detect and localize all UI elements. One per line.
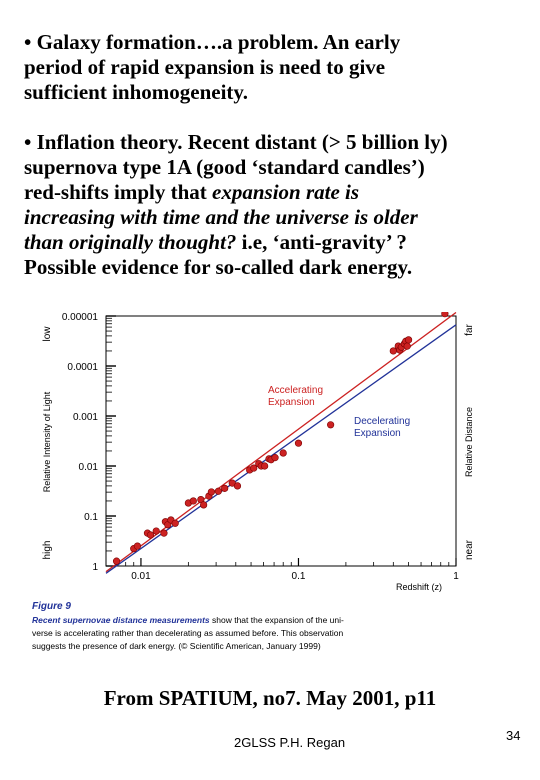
supernova-point (294, 439, 303, 447)
caption-title: Figure 9 (32, 601, 71, 612)
right-axis-top-word: far (464, 323, 472, 335)
caption-line3: suggests the presence of dark energy. (©… (32, 641, 321, 651)
y-tick-label: 0.1 (84, 512, 98, 523)
model-line (105, 312, 457, 573)
supernova-point (207, 488, 215, 496)
supernova-point (189, 497, 197, 505)
left-axis-bottom-word: high (42, 541, 53, 560)
supernova-point (389, 347, 397, 355)
supernova-point (261, 462, 269, 470)
decelerating-label: Decelerating Expansion (354, 416, 410, 439)
y-tick-label: 0.001 (73, 412, 98, 423)
x-axis-label: Redshift (z) (396, 582, 442, 592)
paragraph-galaxy-formation: • Galaxy formation….a problem. An early … (24, 30, 524, 105)
caption-line2: verse is accelerating rather than decele… (32, 628, 343, 638)
text-line: increasing with time and the universe is… (24, 205, 418, 229)
left-axis-label: Relative Intensity of Light (42, 391, 52, 492)
text-line: period of rapid expansion is need to giv… (24, 55, 386, 79)
y-tick-label: 1 (92, 562, 98, 573)
supernova-point (233, 482, 242, 490)
supernova-point (152, 527, 160, 535)
accelerating-line1: Accelerating (268, 385, 323, 396)
right-axis-bottom-word: near (464, 539, 472, 560)
caption-line1-rest: show that the expansion of the uni- (210, 615, 344, 625)
text-span: red-shifts imply that (24, 180, 213, 204)
source-reference: From SPATIUM, no7. May 2001, p11 (103, 686, 437, 710)
text-line: Possible evidence for so-called dark ene… (24, 255, 413, 279)
supernova-point (214, 487, 222, 495)
supernova-point (221, 484, 229, 492)
x-tick-label: 0.01 (131, 571, 151, 582)
accelerating-label: Accelerating Expansion (268, 385, 323, 408)
text-line: • Inflation theory. Recent distant (> 5 … (24, 130, 448, 154)
y-tick-label: 0.01 (79, 462, 99, 473)
supernova-point (250, 464, 258, 472)
left-axis-top-word: low (42, 326, 53, 342)
supernova-point (133, 542, 142, 550)
supernova-point (171, 519, 179, 527)
right-axis-label: Relative Distance (464, 407, 472, 477)
supernova-point (271, 454, 279, 462)
supernova-point (279, 449, 287, 457)
text-line: sufficient inhomogeneity. (24, 80, 248, 104)
text-line: • Galaxy formation….a problem. An early (24, 30, 401, 54)
y-tick-label: 0.0001 (67, 362, 98, 373)
y-tick-label: 0.00001 (62, 312, 99, 323)
page-number: 34 (506, 728, 521, 743)
text-span: i.e, ‘anti-gravity’ ? (236, 230, 407, 254)
supernova-point (112, 557, 121, 565)
supernova-point (441, 312, 449, 318)
footer-author: 2GLSS P.H. Regan (234, 735, 346, 750)
supernova-point (404, 336, 413, 344)
text-line: supernova type 1A (good ‘standard candle… (24, 155, 425, 179)
supernova-point (146, 531, 155, 539)
decelerating-line2: Expansion (354, 428, 401, 439)
decelerating-line1: Decelerating (354, 416, 410, 427)
supernova-point (403, 342, 411, 350)
caption-bold: Recent supernovae distance measurements (32, 615, 210, 625)
text-line: than originally thought? i.e, ‘anti-grav… (24, 230, 524, 255)
text-line: red-shifts imply that expansion rate is (24, 180, 524, 205)
italic-span: than originally thought? (24, 230, 237, 254)
x-tick-label: 0.1 (292, 571, 306, 582)
italic-span: expansion rate is (212, 180, 360, 204)
caption-line1: Recent supernovae distance measurements … (32, 615, 344, 625)
x-axis-ticks: 0.01 0.1 1 (105, 558, 459, 582)
supernova-point (327, 421, 335, 429)
accelerating-line2: Expansion (268, 397, 315, 408)
supernova-points (112, 312, 449, 565)
supernova-point (200, 501, 208, 509)
paragraph-inflation-theory: • Inflation theory. Recent distant (> 5 … (24, 130, 524, 280)
supernova-point (160, 529, 168, 537)
x-tick-label: 1 (453, 571, 459, 582)
